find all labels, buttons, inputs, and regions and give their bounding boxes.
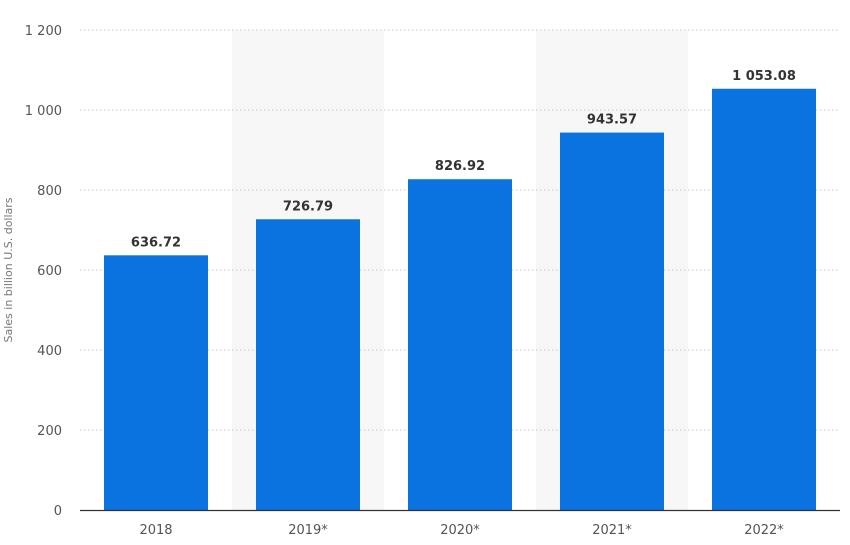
data-label: 1 053.08	[732, 69, 796, 84]
bar-3	[560, 132, 664, 510]
x-tick-label: 2022*	[744, 523, 784, 538]
bar-2	[408, 179, 512, 510]
x-tick-label: 2019*	[288, 523, 328, 538]
data-label: 636.72	[131, 235, 181, 250]
y-tick-label: 600	[37, 264, 62, 279]
y-tick-label: 200	[37, 424, 62, 439]
x-tick-label: 2018	[139, 523, 172, 538]
bar-1	[256, 219, 360, 510]
data-label: 943.57	[587, 113, 637, 128]
y-tick-label: 0	[54, 504, 62, 519]
data-label: 826.92	[435, 159, 485, 174]
x-tick-label: 2020*	[440, 523, 480, 538]
x-tick-labels: 2018 2019* 2020* 2021* 2022*	[139, 523, 784, 538]
y-tick-label: 1 200	[25, 24, 62, 39]
y-axis-title: Sales in billion U.S. dollars	[2, 197, 15, 342]
y-tick-label: 800	[37, 184, 62, 199]
bar-4	[712, 88, 816, 510]
x-tick-label: 2021*	[592, 523, 632, 538]
y-tick-labels: 0 200 400 600 800 1 000 1 200	[25, 24, 62, 519]
y-tick-label: 400	[37, 344, 62, 359]
data-label: 726.79	[283, 199, 333, 214]
bar-0	[104, 255, 208, 510]
bars	[104, 88, 816, 510]
data-labels: 636.72 726.79 826.92 943.57 1 053.08	[131, 69, 796, 251]
y-tick-label: 1 000	[25, 104, 62, 119]
